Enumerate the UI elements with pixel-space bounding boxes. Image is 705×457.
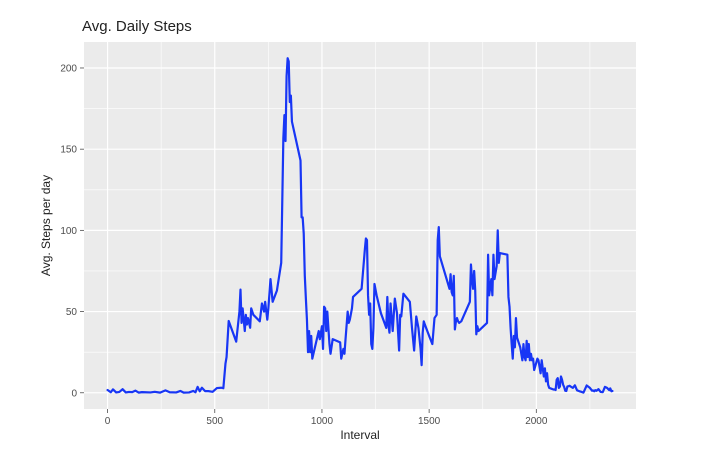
series-line [106,57,614,394]
plot-panel [84,42,636,409]
y-tick-label: 0 [71,388,77,399]
x-tick-label: 1000 [311,416,334,427]
y-tick-label: 50 [66,307,78,318]
grid-major [84,42,636,409]
x-tick-label: 0 [105,416,111,427]
x-axis-label: Interval [340,428,379,442]
x-axis: 0 500 1000 1500 2000 [105,409,548,427]
y-tick-label: 150 [60,145,77,156]
y-axis: 0 50 100 150 200 [60,63,84,399]
y-tick-label: 100 [60,226,77,237]
y-axis-label: Avg. Steps per day [39,175,53,276]
x-tick-label: 500 [206,416,223,427]
grid-minor [84,42,636,409]
x-tick-label: 2000 [525,416,548,427]
chart-title: Avg. Daily Steps [82,18,192,35]
y-tick-label: 200 [60,63,77,74]
x-tick-label: 1500 [418,416,441,427]
series-layer [106,57,614,394]
